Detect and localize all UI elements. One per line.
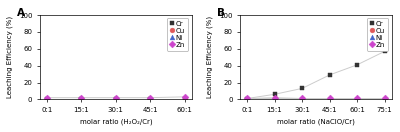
Cu — [182, 98, 187, 99]
Zn — [382, 97, 387, 98]
Zn — [300, 97, 304, 98]
Cu — [355, 98, 360, 99]
Line: Zn: Zn — [44, 94, 187, 100]
Cr — [148, 98, 153, 99]
Zn — [327, 97, 332, 98]
Line: Cr: Cr — [44, 96, 187, 101]
Ni — [182, 98, 187, 99]
Y-axis label: Leaching Efficiency (%): Leaching Efficiency (%) — [7, 16, 14, 98]
Cu — [272, 97, 277, 98]
Ni — [382, 98, 387, 99]
Line: Cu: Cu — [44, 96, 187, 101]
Zn — [148, 97, 153, 98]
Ni — [272, 98, 277, 99]
Cr — [300, 88, 304, 89]
X-axis label: molar ratio (H₂O₂/Cr): molar ratio (H₂O₂/Cr) — [80, 119, 152, 125]
Zn — [355, 97, 360, 98]
Line: Cu: Cu — [245, 95, 387, 101]
Ni — [245, 98, 250, 99]
Zn — [182, 96, 187, 98]
Cu — [382, 98, 387, 99]
Cr — [245, 98, 250, 99]
Cr — [45, 98, 50, 99]
Line: Cr: Cr — [245, 49, 387, 101]
Cr — [79, 98, 84, 99]
Cu — [148, 98, 153, 99]
Text: B: B — [218, 8, 226, 18]
Zn — [45, 97, 50, 98]
Cr — [272, 93, 277, 95]
Cr — [327, 74, 332, 76]
Line: Zn: Zn — [245, 95, 387, 100]
Zn — [79, 97, 84, 98]
Line: Ni: Ni — [245, 96, 387, 101]
Legend: Cr, Cu, Ni, Zn: Cr, Cu, Ni, Zn — [367, 18, 388, 51]
Cr — [355, 64, 360, 66]
Zn — [114, 97, 118, 98]
Cr — [114, 98, 118, 99]
Ni — [300, 98, 304, 99]
Ni — [355, 98, 360, 99]
Cu — [300, 98, 304, 99]
X-axis label: molar ratio (NaClO/Cr): molar ratio (NaClO/Cr) — [277, 119, 355, 125]
Y-axis label: Leaching Efficiency (%): Leaching Efficiency (%) — [207, 16, 214, 98]
Zn — [272, 97, 277, 98]
Text: A: A — [18, 8, 26, 18]
Ni — [45, 98, 50, 99]
Cr — [382, 51, 387, 52]
Cu — [114, 98, 118, 99]
Cu — [327, 98, 332, 99]
Zn — [245, 97, 250, 98]
Line: Ni: Ni — [44, 96, 187, 101]
Ni — [327, 98, 332, 99]
Cu — [79, 98, 84, 99]
Ni — [114, 98, 118, 99]
Legend: Cr, Cu, Ni, Zn: Cr, Cu, Ni, Zn — [167, 18, 188, 51]
Cu — [45, 98, 50, 99]
Cr — [182, 98, 187, 99]
Ni — [79, 98, 84, 99]
Cu — [245, 98, 250, 99]
Ni — [148, 98, 153, 99]
